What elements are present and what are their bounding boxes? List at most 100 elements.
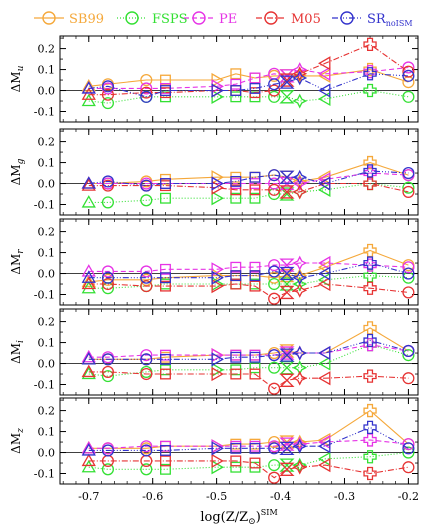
series-line-sb99 bbox=[88, 249, 409, 283]
series-line-fsps bbox=[88, 344, 409, 377]
data-point-marker bbox=[81, 87, 96, 100]
data-point-marker bbox=[211, 279, 224, 294]
data-point-marker bbox=[249, 351, 261, 363]
data-point-marker bbox=[230, 78, 242, 90]
data-point-marker bbox=[279, 90, 295, 104]
data-point-marker bbox=[230, 192, 242, 204]
legend: SB99 FSPS PE M05 SRnoISM bbox=[34, 11, 413, 28]
data-point-marker bbox=[81, 274, 96, 288]
data-point-marker bbox=[279, 73, 295, 87]
y-tick-label: -0.1 bbox=[34, 468, 55, 481]
data-point-marker bbox=[81, 276, 96, 290]
data-point-marker bbox=[292, 268, 308, 284]
data-point-marker bbox=[249, 442, 261, 454]
y-axis-label: ΔMr bbox=[9, 249, 26, 275]
data-point-marker bbox=[160, 192, 171, 204]
panel-r: -0.1 0.0 0.1 0.2 ΔMr bbox=[9, 218, 419, 306]
x-tick-label: -0.7 bbox=[78, 490, 99, 503]
data-point-marker bbox=[230, 461, 242, 473]
data-point-marker bbox=[363, 83, 377, 98]
data-point-marker bbox=[81, 443, 96, 456]
data-point-marker bbox=[292, 276, 308, 292]
legend-label-main: FSPS bbox=[152, 12, 188, 27]
data-point-marker bbox=[230, 368, 242, 380]
data-point-marker bbox=[363, 176, 377, 191]
data-point-marker bbox=[279, 75, 295, 89]
legend-marker bbox=[125, 11, 139, 25]
data-point-marker bbox=[279, 170, 295, 184]
data-point-marker bbox=[211, 453, 224, 469]
data-point-marker bbox=[81, 364, 96, 378]
y-axis-label: ΔMi bbox=[9, 340, 26, 364]
data-point-marker bbox=[101, 370, 114, 383]
data-point-marker bbox=[101, 97, 114, 110]
x-axis-label-sun: ⊙ bbox=[248, 517, 256, 527]
data-point-marker bbox=[101, 444, 114, 457]
x-tick-label: -0.2 bbox=[398, 490, 419, 503]
y-tick-label: -0.1 bbox=[34, 106, 55, 119]
data-point-marker bbox=[249, 261, 261, 273]
data-point-marker bbox=[81, 453, 96, 467]
data-point-marker bbox=[292, 345, 308, 361]
data-point-marker bbox=[140, 280, 153, 293]
legend-item: PE bbox=[184, 11, 237, 27]
data-point-marker bbox=[292, 457, 308, 473]
data-point-marker bbox=[402, 65, 415, 78]
data-point-marker bbox=[292, 360, 308, 376]
data-point-marker bbox=[230, 85, 242, 96]
data-point-marker bbox=[317, 266, 331, 281]
series-line-fsps bbox=[88, 89, 409, 104]
series-line-pe bbox=[88, 66, 409, 89]
data-point-marker bbox=[140, 90, 153, 103]
x-tick-label: -0.5 bbox=[206, 490, 227, 503]
data-point-marker bbox=[268, 471, 281, 484]
data-point-marker bbox=[211, 441, 224, 456]
data-point-marker bbox=[363, 333, 377, 348]
data-point-marker bbox=[279, 266, 295, 281]
legend-marker bbox=[42, 11, 56, 25]
data-point-marker bbox=[160, 353, 171, 365]
data-point-marker bbox=[268, 442, 281, 455]
data-point-marker bbox=[140, 73, 153, 87]
y-axis-label-sub: r bbox=[16, 249, 26, 254]
y-axis-label-sub: u bbox=[16, 65, 26, 71]
data-point-marker bbox=[402, 69, 415, 82]
x-tick-label: -0.6 bbox=[142, 490, 163, 503]
data-point-marker bbox=[292, 176, 308, 191]
data-point-marker bbox=[230, 261, 242, 273]
legend-marker bbox=[340, 11, 354, 25]
data-point-marker bbox=[81, 352, 96, 365]
data-point-marker bbox=[402, 166, 415, 180]
data-point-marker bbox=[101, 277, 114, 291]
data-point-marker bbox=[292, 62, 308, 78]
data-point-marker bbox=[268, 277, 281, 291]
y-axis-label-main: ΔM bbox=[9, 164, 23, 185]
panel-frame bbox=[59, 218, 419, 306]
data-point-marker bbox=[279, 462, 295, 476]
data-point-marker bbox=[268, 271, 281, 284]
data-point-marker bbox=[317, 66, 331, 81]
data-point-marker bbox=[363, 164, 377, 178]
y-tick-label: 0.0 bbox=[38, 447, 56, 460]
data-point-marker bbox=[211, 191, 224, 206]
series-line-sr bbox=[88, 339, 409, 360]
data-point-marker bbox=[268, 292, 281, 305]
data-point-marker bbox=[81, 366, 96, 380]
legend-label: SRnoISM bbox=[367, 12, 413, 28]
data-point-marker bbox=[160, 263, 171, 275]
data-point-marker bbox=[292, 282, 308, 298]
series-line-fsps bbox=[88, 182, 409, 203]
y-tick-label: -0.1 bbox=[34, 289, 55, 302]
data-point-marker bbox=[292, 169, 308, 185]
data-point-marker bbox=[268, 90, 281, 103]
data-point-marker bbox=[363, 433, 377, 447]
data-point-marker bbox=[140, 179, 153, 192]
y-tick-label: 0.1 bbox=[38, 337, 56, 350]
data-point-marker bbox=[402, 261, 415, 274]
legend-item: SRnoISM bbox=[332, 11, 413, 28]
legend-marker bbox=[192, 11, 206, 25]
y-tick-label: 0.0 bbox=[38, 85, 56, 98]
data-point-marker bbox=[292, 436, 308, 452]
data-point-marker bbox=[402, 344, 415, 358]
data-point-marker bbox=[249, 178, 261, 189]
